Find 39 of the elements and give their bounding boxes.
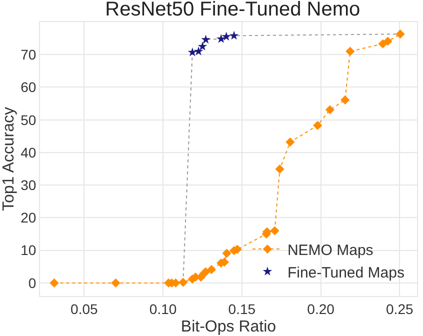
point [111, 278, 120, 288]
point [194, 46, 204, 56]
point [340, 95, 350, 105]
point [275, 164, 284, 174]
point [383, 36, 392, 46]
point [206, 265, 216, 274]
x-tick-label: 0.20 [307, 300, 335, 317]
point [346, 46, 355, 56]
x-tick-label: 0.15 [228, 300, 256, 317]
y-tick-label: 50 [20, 112, 36, 128]
x-tick-label: 0.05 [70, 300, 98, 317]
legend-label: NEMO Maps [287, 242, 374, 259]
x-tick-label: 0.25 [386, 300, 414, 317]
point [229, 30, 239, 40]
point [270, 226, 280, 236]
x-tick-label: 0.10 [149, 300, 177, 317]
y-tick-label: 70 [20, 46, 36, 63]
x-axis-title: Bit-Ops Ratio [180, 318, 276, 336]
legend-label: Fine-Tuned Maps [287, 264, 404, 282]
point [188, 47, 198, 56]
point [396, 30, 405, 39]
point [313, 120, 322, 130]
point [325, 105, 334, 114]
point [216, 34, 226, 43]
y-axis-title: Top1 Accuracy [0, 106, 18, 212]
y-tick-label: 40 [20, 144, 36, 160]
y-tick-label: 30 [20, 177, 36, 193]
chart-title: ResNet50 Fine-Tuned Nemo [105, 0, 360, 21]
y-tick-label: 10 [20, 242, 36, 258]
point [178, 278, 188, 287]
y-tick-label: 60 [20, 79, 36, 96]
point [201, 34, 210, 44]
point [50, 278, 59, 288]
point [222, 248, 232, 258]
point [286, 137, 295, 147]
y-tick-label: 20 [20, 210, 36, 226]
y-tick-label: 0 [28, 274, 36, 291]
point [222, 32, 231, 41]
point [198, 42, 208, 50]
